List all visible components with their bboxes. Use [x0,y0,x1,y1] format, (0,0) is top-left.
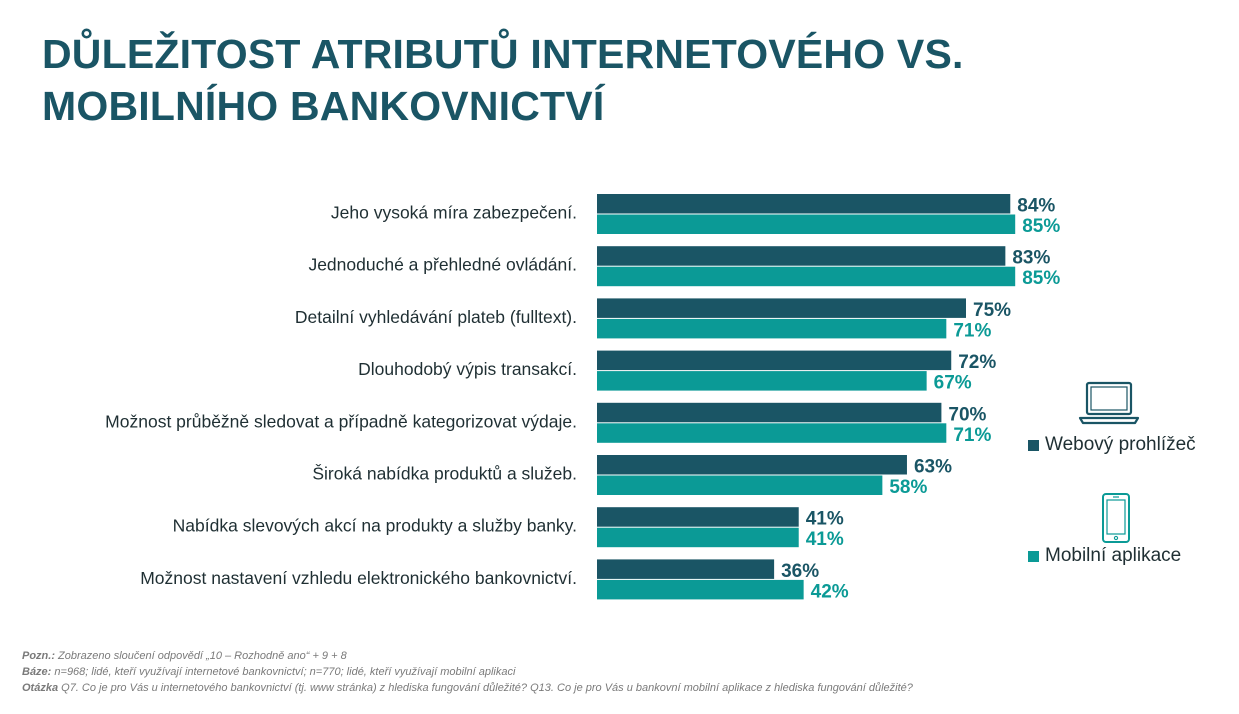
legend-item-mobile: Mobilní aplikace [1028,545,1181,567]
value-label-mobile-1: 85% [1022,216,1060,237]
bar-web-3 [597,298,966,318]
footnote-base: Báze: n=968; lidé, kteří využívají inter… [22,664,913,680]
category-label-2: Jednoduché a přehledné ovládání. [308,255,577,275]
bar-web-5 [597,402,942,423]
bar-mobile-5 [597,423,947,443]
value-label-mobile-3: 71% [953,320,991,341]
footnote-base-text: n=968; lidé, kteří využívají internetové… [51,666,516,678]
bar-chart: Jeho vysoká míra zabezpečení. 84%85%Jedno… [105,194,1060,602]
value-label-web-3: 75% [973,300,1011,321]
bar-mobile-2 [597,266,1016,287]
bar-mobile-8 [597,579,804,600]
legend-item-web: Webový prohlížeč [1028,434,1196,456]
value-label-web-2: 83% [1012,248,1050,269]
bar-web-1 [597,194,1011,214]
footnote-question: Otázka Q7. Co je pro Vás u internetového… [22,680,913,696]
category-label-4: Dlouhodobý výpis transakcí. [358,359,577,379]
bar-mobile-6 [597,475,883,495]
footnote-question-label: Otázka [22,682,59,694]
smartphone-icon [1102,493,1130,543]
category-label-3: Detailní vyhledávání plateb (fulltext). [295,307,577,327]
value-label-mobile-8: 42% [811,581,849,602]
value-label-web-8: 36% [781,561,819,582]
footnote-question-text: Q7. Co je pro Vás u internetového bankov… [58,682,913,694]
value-label-web-7: 41% [806,509,844,530]
title-line-2: MOBILNÍHO BANKOVNICTVÍ [42,83,605,129]
bar-web-2 [597,246,1006,266]
legend-swatch-web [1028,439,1039,451]
footnote-base-label: Báze: [22,666,52,678]
bar-mobile-7 [597,527,799,548]
footnote-note: Pozn.: Zobrazeno sloučení odpovědí „10 –… [22,648,913,664]
value-label-mobile-2: 85% [1022,268,1060,289]
bar-mobile-1 [597,214,1016,234]
value-label-mobile-6: 58% [889,477,927,498]
value-label-web-4: 72% [958,352,996,373]
bar-mobile-4 [597,371,927,391]
category-label-8: Možnost nastavení vzhledu elektronického… [140,568,577,588]
footnote-note-text: Zobrazeno sloučení odpovědí „10 – Rozhod… [55,650,347,662]
title-line-1: DŮLEŽITOST ATRIBUTŮ INTERNETOVÉHO VS. [42,31,964,77]
laptop-icon [1078,381,1140,425]
bar-web-4 [597,350,952,371]
value-label-web-5: 70% [948,404,986,425]
bar-mobile-3 [597,318,947,339]
footnotes: Pozn.: Zobrazeno sloučení odpovědí „10 –… [22,648,913,696]
legend-swatch-mobile [1028,550,1039,562]
bar-web-8 [597,559,775,579]
category-label-7: Nabídka slevových akcí na produkty a slu… [173,516,577,536]
category-label-1: Jeho vysoká míra zabezpečení. [331,203,577,223]
bar-web-6 [597,455,907,475]
value-label-web-1: 84% [1017,196,1055,217]
value-label-mobile-5: 71% [953,425,991,446]
category-label-5: Možnost průběžně sledovat a případně kat… [105,411,577,431]
bar-web-7 [597,507,799,527]
legend-label-mobile: Mobilní aplikace [1045,545,1182,566]
footnote-note-label: Pozn.: [22,650,55,662]
value-label-mobile-4: 67% [934,373,972,394]
category-label-6: Široká nabídka produktů a služeb. [312,463,577,484]
legend-label-web: Webový prohlížeč [1045,434,1196,455]
value-label-web-6: 63% [914,457,952,478]
value-label-mobile-7: 41% [806,529,844,550]
page-title: DŮLEŽITOST ATRIBUTŮ INTERNETOVÉHO VS. MO… [42,28,964,132]
